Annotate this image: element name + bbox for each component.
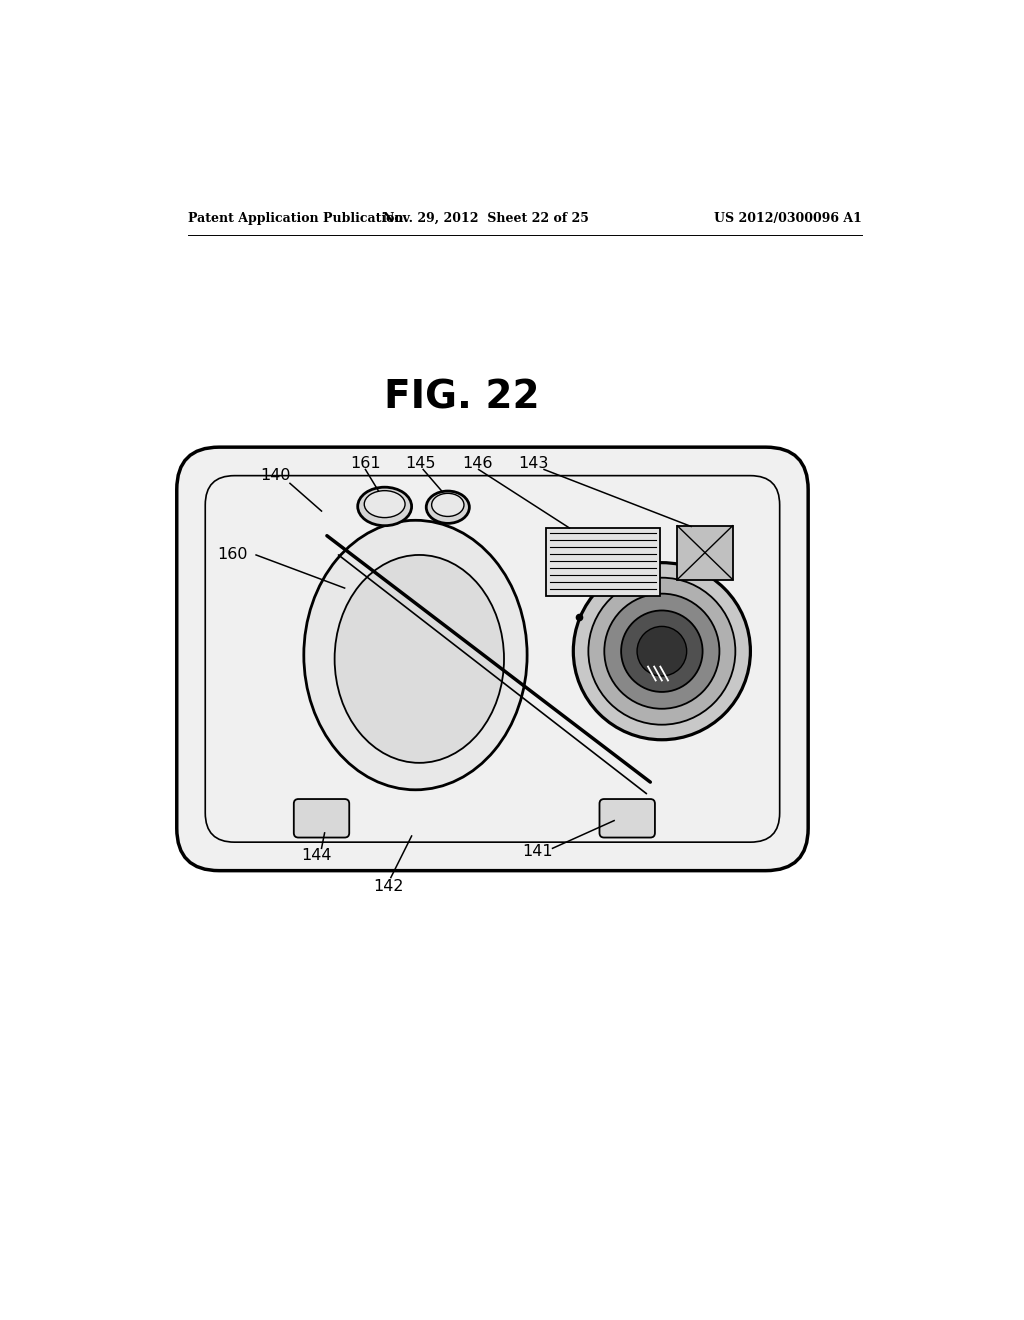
FancyBboxPatch shape — [294, 799, 349, 837]
Text: 146: 146 — [462, 455, 493, 471]
Ellipse shape — [426, 491, 469, 523]
Text: Nov. 29, 2012  Sheet 22 of 25: Nov. 29, 2012 Sheet 22 of 25 — [383, 213, 589, 224]
Text: 145: 145 — [404, 455, 435, 471]
Text: 141: 141 — [522, 843, 552, 859]
Ellipse shape — [365, 491, 406, 517]
FancyBboxPatch shape — [599, 799, 655, 837]
Bar — [547, 528, 660, 595]
Circle shape — [573, 562, 751, 739]
Circle shape — [622, 610, 702, 692]
Text: 140: 140 — [260, 469, 291, 483]
Text: FIG. 22: FIG. 22 — [384, 378, 540, 416]
Circle shape — [637, 627, 687, 676]
Text: 144: 144 — [302, 847, 332, 863]
Text: 142: 142 — [374, 879, 403, 894]
Text: 161: 161 — [350, 455, 381, 471]
FancyBboxPatch shape — [177, 447, 808, 871]
Ellipse shape — [432, 494, 464, 516]
Bar — [677, 525, 733, 579]
Text: US 2012/0300096 A1: US 2012/0300096 A1 — [714, 213, 862, 224]
Text: Patent Application Publication: Patent Application Publication — [188, 213, 403, 224]
Circle shape — [604, 594, 720, 709]
Ellipse shape — [335, 554, 504, 763]
Ellipse shape — [357, 487, 412, 525]
Text: 160: 160 — [218, 548, 248, 562]
Ellipse shape — [304, 520, 527, 789]
Circle shape — [589, 578, 735, 725]
Text: 143: 143 — [518, 455, 549, 471]
